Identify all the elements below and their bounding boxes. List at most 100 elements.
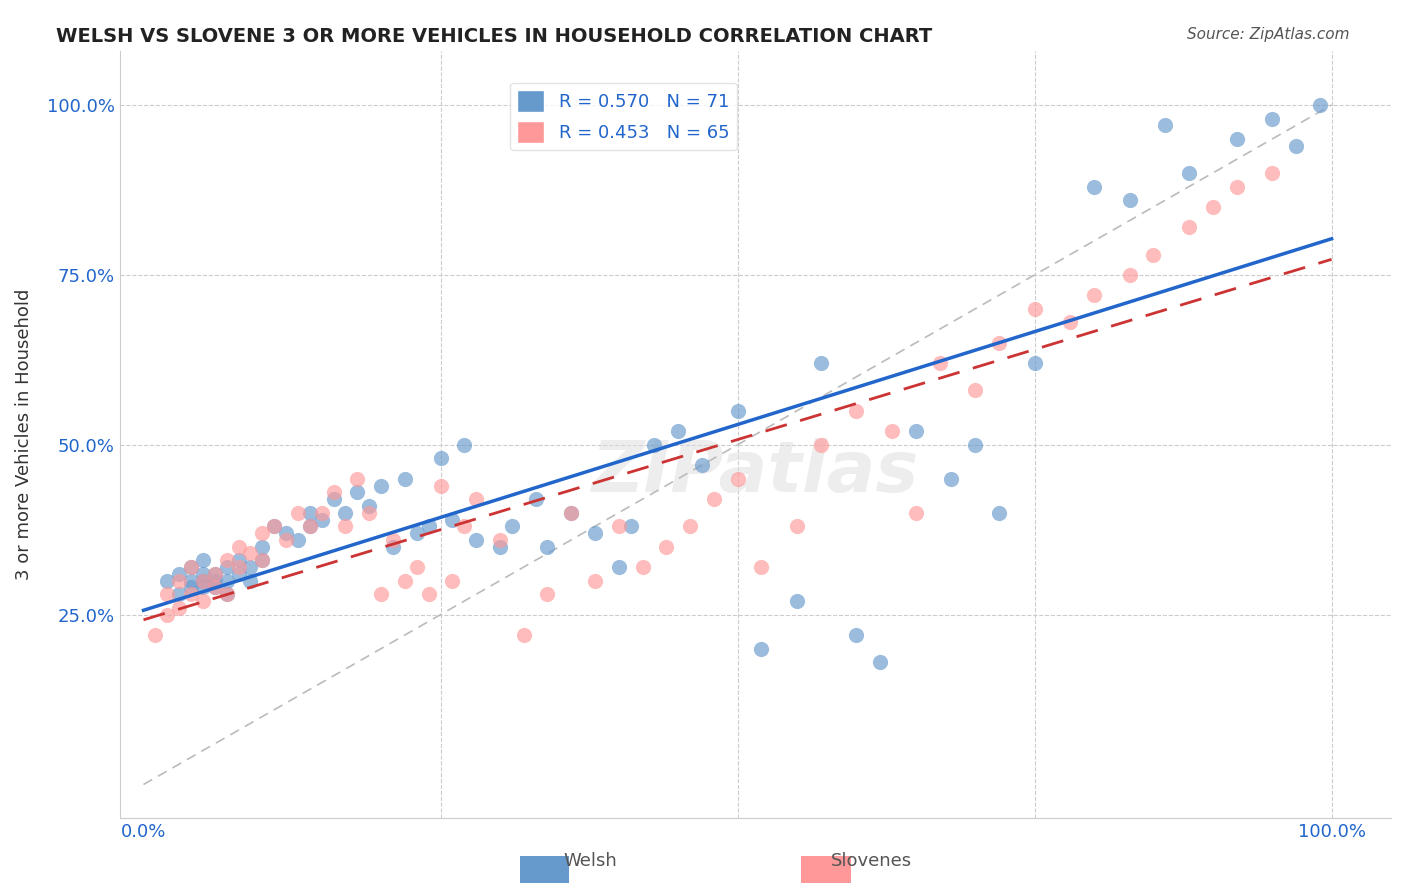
Point — [465, 492, 488, 507]
Point — [501, 519, 523, 533]
Point — [880, 424, 903, 438]
Point — [1285, 138, 1308, 153]
Point — [346, 472, 368, 486]
Point — [228, 566, 250, 581]
Point — [252, 553, 274, 567]
Point — [453, 438, 475, 452]
Point — [536, 540, 558, 554]
Point — [489, 540, 512, 554]
Point — [749, 641, 772, 656]
Point — [191, 574, 214, 588]
Point — [228, 553, 250, 567]
Point — [394, 574, 416, 588]
Point — [252, 526, 274, 541]
Point — [167, 566, 190, 581]
Point — [631, 560, 654, 574]
Point — [156, 587, 179, 601]
Point — [274, 533, 297, 547]
Point — [1083, 179, 1105, 194]
Point — [418, 519, 440, 533]
Point — [239, 574, 262, 588]
Text: Source: ZipAtlas.com: Source: ZipAtlas.com — [1187, 27, 1350, 42]
Point — [298, 506, 321, 520]
Point — [1059, 316, 1081, 330]
Point — [382, 533, 405, 547]
Point — [1261, 166, 1284, 180]
Point — [215, 587, 238, 601]
Point — [560, 506, 582, 520]
Point — [239, 546, 262, 560]
Point — [382, 540, 405, 554]
Point — [180, 574, 202, 588]
Point — [239, 560, 262, 574]
Point — [156, 574, 179, 588]
Point — [335, 506, 357, 520]
Point — [810, 438, 832, 452]
Point — [191, 566, 214, 581]
Y-axis label: 3 or more Vehicles in Household: 3 or more Vehicles in Household — [15, 289, 32, 581]
Point — [228, 540, 250, 554]
Point — [156, 607, 179, 622]
Point — [322, 485, 344, 500]
Point — [215, 560, 238, 574]
Point — [441, 574, 464, 588]
Point — [786, 519, 808, 533]
Point — [453, 519, 475, 533]
Point — [418, 587, 440, 601]
Point — [263, 519, 285, 533]
Point — [524, 492, 547, 507]
Point — [346, 485, 368, 500]
Point — [228, 560, 250, 574]
Point — [204, 566, 226, 581]
Point — [167, 587, 190, 601]
Point — [298, 519, 321, 533]
Point — [394, 472, 416, 486]
Point — [191, 574, 214, 588]
Point — [298, 519, 321, 533]
Point — [583, 526, 606, 541]
Point — [703, 492, 725, 507]
Point — [441, 512, 464, 526]
Point — [191, 553, 214, 567]
Point — [370, 587, 392, 601]
Point — [1261, 112, 1284, 126]
Point — [941, 472, 963, 486]
Point — [965, 384, 987, 398]
Legend: R = 0.570   N = 71, R = 0.453   N = 65: R = 0.570 N = 71, R = 0.453 N = 65 — [510, 83, 737, 150]
Point — [180, 587, 202, 601]
Point — [987, 335, 1010, 350]
Point — [287, 533, 309, 547]
Point — [869, 655, 891, 669]
Point — [1118, 193, 1140, 207]
Point — [1024, 301, 1046, 316]
Point — [607, 560, 630, 574]
Point — [1225, 132, 1247, 146]
Point — [167, 574, 190, 588]
Point — [429, 478, 451, 492]
Point — [690, 458, 713, 472]
Point — [1154, 119, 1177, 133]
Point — [359, 499, 381, 513]
Point — [1118, 268, 1140, 282]
Point — [167, 600, 190, 615]
Point — [620, 519, 643, 533]
Point — [405, 560, 427, 574]
Point — [560, 506, 582, 520]
Point — [810, 356, 832, 370]
Point — [965, 438, 987, 452]
Point — [215, 553, 238, 567]
Point — [322, 492, 344, 507]
Point — [679, 519, 702, 533]
Point — [191, 594, 214, 608]
Point — [335, 519, 357, 533]
Point — [1024, 356, 1046, 370]
Point — [180, 560, 202, 574]
Text: Slovenes: Slovenes — [831, 852, 912, 870]
Point — [145, 628, 167, 642]
Point — [204, 574, 226, 588]
Point — [655, 540, 678, 554]
Text: WELSH VS SLOVENE 3 OR MORE VEHICLES IN HOUSEHOLD CORRELATION CHART: WELSH VS SLOVENE 3 OR MORE VEHICLES IN H… — [56, 27, 932, 45]
Point — [489, 533, 512, 547]
Point — [727, 472, 749, 486]
Point — [215, 574, 238, 588]
